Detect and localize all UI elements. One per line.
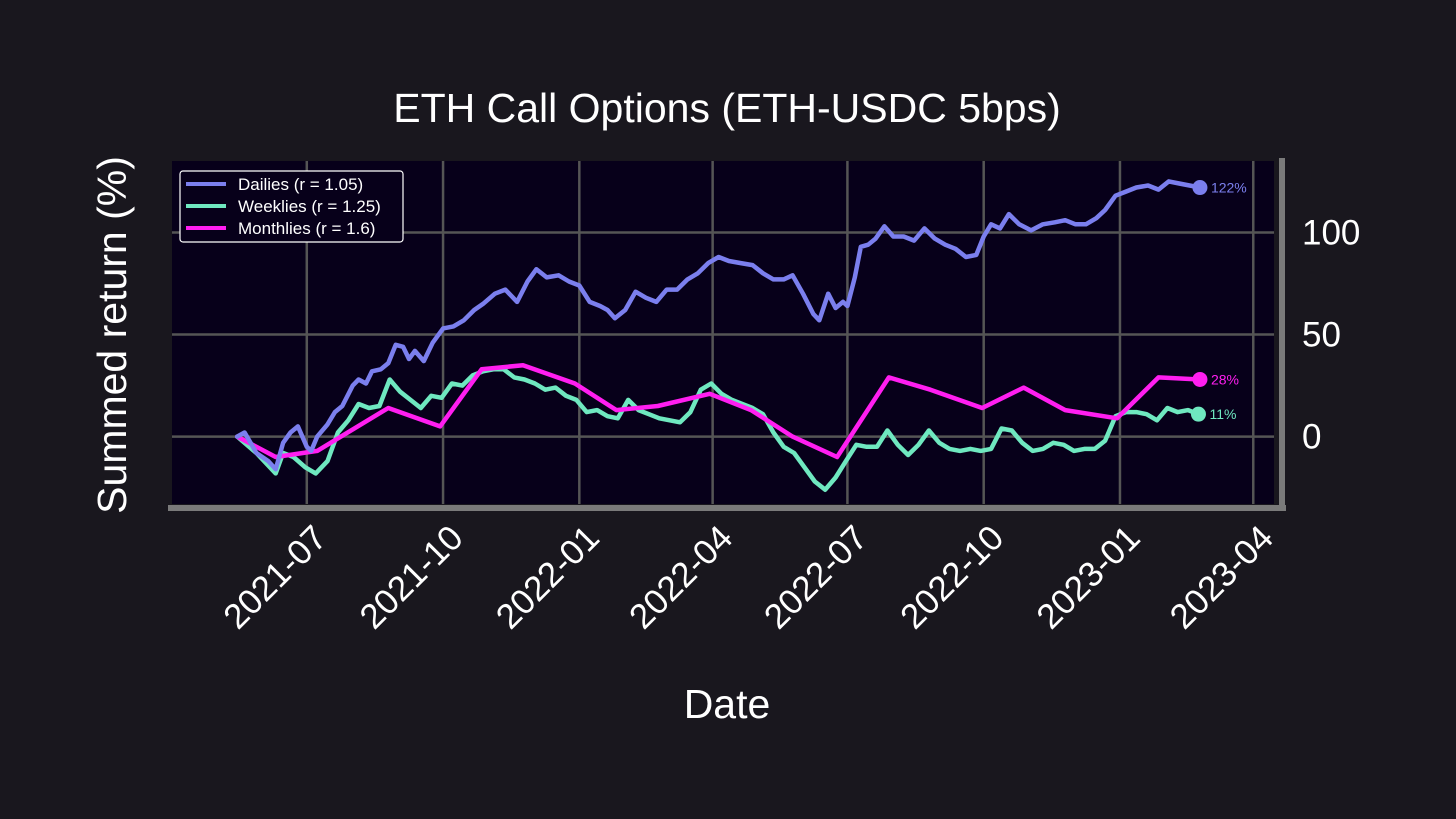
x-tick-labels: 2021-07 2021-10 2022-01 2022-04 2022-07 2022-… [216,518,1281,636]
chart-title: ETH Call Options (ETH-USDC 5bps) [393,85,1061,131]
y-axis-label: Summed return (%) [89,156,135,514]
x-tick-label: 2022-01 [489,518,607,636]
series-end-marker [1192,180,1208,196]
x-tick-label: 2021-07 [216,518,334,636]
legend-label: Monthlies (r = 1.6) [238,219,375,238]
series-line-2 [234,362,1203,460]
x-tick-label: 2023-01 [1029,518,1147,636]
series-lines [234,179,1203,492]
x-tick-label: 2022-07 [757,518,875,636]
series-end-markers: 11% 28% 122% [1190,180,1247,422]
series-line-1 [234,367,1201,492]
y-tick-label: 50 [1302,316,1341,355]
plot-area: 11% 28% 122% [172,161,1274,504]
x-tick-label: 2023-04 [1163,518,1281,636]
axis-frame [168,158,1286,511]
series-line-0 [234,179,1203,472]
y-tick-labels: 0 50 100 [1302,213,1360,456]
series-end-marker [1192,371,1208,387]
x-tick-label: 2022-04 [622,518,740,636]
legend: Dailies (r = 1.05) Weeklies (r = 1.25) Mon… [179,170,404,243]
legend-box [179,170,404,243]
series-end-label: 28% [1211,371,1239,387]
y-tick-label: 0 [1302,418,1321,457]
series-end-label: 11% [1209,406,1236,422]
legend-label: Weeklies (r = 1.25) [238,197,381,216]
series-end-label: 122% [1211,180,1247,196]
series-end-marker [1190,406,1206,422]
x-tick-label: 2022-10 [893,518,1011,636]
legend-label: Dailies (r = 1.05) [238,175,363,194]
y-tick-label: 100 [1302,213,1360,252]
x-axis-label: Date [684,681,771,727]
x-tick-label: 2021-10 [352,518,470,636]
